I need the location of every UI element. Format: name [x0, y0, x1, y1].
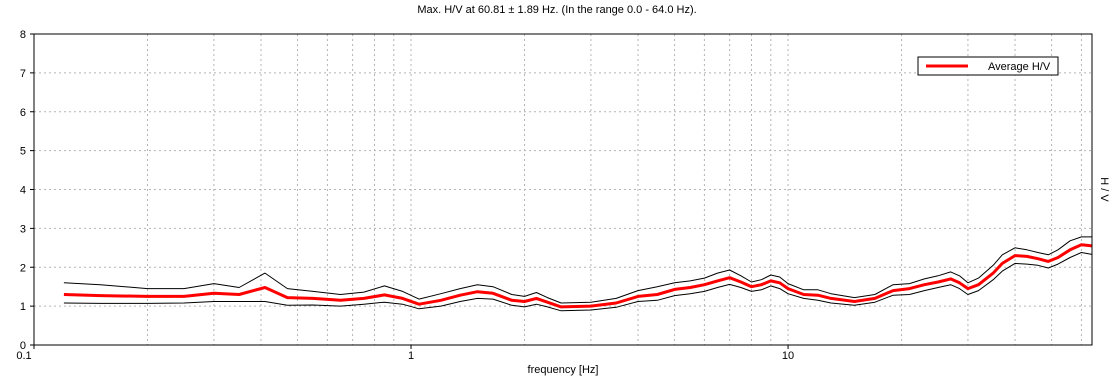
average-hv-line: [63, 243, 1093, 309]
upper-std-line: [63, 236, 1092, 304]
y-tick-label: 5: [20, 146, 26, 158]
legend-label-average-hv: Average H/V: [988, 61, 1051, 73]
y-tick-label: 8: [20, 29, 26, 41]
y-tick-label: 6: [20, 107, 26, 119]
legend-box: [917, 56, 1059, 76]
plot-frame: [33, 33, 1093, 346]
chart-title: Max. H/V at 60.81 ± 1.89 Hz. (In the ran…: [417, 4, 697, 16]
legend: Average H/V: [917, 56, 1059, 76]
y-tick-label: 1: [20, 301, 26, 313]
y-tick-label: 0: [20, 340, 26, 352]
grid-lines: [34, 34, 1092, 345]
y-tick-label: 2: [20, 262, 26, 274]
lower-std-line: [63, 252, 1093, 312]
tick-labels: 0 1 2 3 4 5 6 7 8 0.1 1 10: [16, 29, 794, 362]
y-tick-label: 4: [20, 185, 26, 197]
series-lines: [63, 236, 1093, 312]
x-axis-label: frequency [Hz]: [528, 364, 599, 376]
y-tick-label: 3: [20, 223, 26, 235]
y-axis-label: H / V: [1098, 177, 1110, 202]
x-tick-label: 0.1: [16, 350, 31, 362]
y-tick-label: 7: [20, 68, 26, 80]
x-tick-label: 10: [782, 350, 794, 362]
x-tick-label: 1: [408, 350, 414, 362]
